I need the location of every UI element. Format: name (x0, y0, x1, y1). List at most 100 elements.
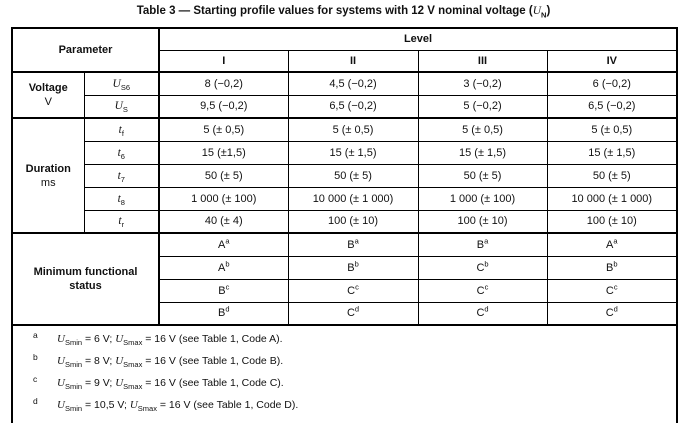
status-note-ref: c (355, 281, 359, 291)
symbol-t-sub: r (121, 220, 125, 230)
status-note-ref: a (354, 236, 359, 246)
param-symbol-t6: t6 (83, 140, 161, 165)
symbol-u-sub: Smax (137, 404, 157, 414)
status-note-ref: c (484, 281, 489, 291)
header-level-III: III (417, 49, 548, 73)
symbol-u: U (114, 100, 123, 113)
symbol-u-sub: Smin (64, 360, 83, 370)
value-cell: 15 (±1,5) (158, 140, 289, 165)
symbol-u: U (129, 399, 138, 411)
status-cell: Bc (158, 278, 289, 303)
status-note-ref: d (484, 304, 489, 314)
symbol-u-sub: Smin (64, 382, 83, 392)
footnote-a: a USmin = 6 V; USmax = 16 V (see Table 1,… (33, 330, 283, 348)
status-cell: Bb (287, 255, 419, 280)
status-note-ref: a (225, 236, 230, 246)
symbol-t: t (118, 215, 122, 228)
footnote-text: USmin = 6 V; USmax = 16 V (see Table 1, … (57, 333, 283, 348)
footnotes-section: a USmin = 6 V; USmax = 16 V (see Table 1,… (11, 324, 678, 423)
group-duration-unit: ms (40, 176, 56, 189)
status-note-ref: d (613, 304, 618, 314)
group-minimum-functional-status: Minimum functional status (11, 232, 161, 326)
status-note-ref: c (225, 281, 230, 291)
status-letter: C (476, 307, 485, 320)
status-note-ref: d (225, 304, 230, 314)
status-letter: A (218, 238, 226, 251)
status-note-ref: a (484, 236, 489, 246)
symbol-u: U (115, 377, 124, 389)
value-cell: 50 (± 5) (287, 163, 419, 188)
value-cell: 6 (−0,2) (546, 71, 678, 96)
status-cell: Cd (546, 301, 678, 326)
symbol-u: U (57, 377, 65, 389)
voltage-symbol: U (532, 5, 542, 17)
starting-profile-table: Parameter Level I II III IV Voltage V US… (11, 27, 679, 423)
value-cell: 5 (± 0,5) (546, 117, 678, 142)
symbol-u-sub: S (122, 105, 128, 115)
symbol-t-sub: 7 (120, 174, 125, 184)
status-cell: Ba (287, 232, 419, 257)
status-cell: Ba (417, 232, 548, 257)
param-symbol-us: US (83, 94, 161, 119)
value-cell: 4,5 (−0,2) (287, 71, 419, 96)
table-title-close: ) (546, 5, 551, 17)
group-voltage-label: Voltage (28, 82, 68, 94)
status-letter: C (476, 284, 485, 297)
status-cell: Aa (546, 232, 678, 257)
value-cell: 6,5 (−0,2) (287, 94, 419, 119)
status-letter: A (606, 238, 614, 251)
symbol-t: t (117, 146, 121, 159)
footnote-text: USmin = 8 V; USmax = 16 V (see Table 1, … (57, 355, 284, 370)
status-letter: C (347, 284, 356, 297)
status-label: Minimum functional status (33, 266, 138, 292)
status-letter: B (347, 261, 355, 274)
footnote-text: USmin = 10,5 V; USmax = 16 V (see Table … (57, 399, 299, 414)
value-cell: 15 (± 1,5) (546, 140, 678, 165)
header-level-IV: IV (546, 49, 678, 73)
status-letter: B (218, 307, 226, 320)
table-title-text: Table 3 — Starting profile values for sy… (136, 5, 533, 17)
value-cell: 1 000 (± 100) (417, 186, 548, 211)
symbol-t-sub: 6 (120, 151, 125, 161)
value-cell: 8 (−0,2) (158, 71, 289, 96)
status-cell: Cd (287, 301, 419, 326)
status-cell: Cd (417, 301, 548, 326)
symbol-u: U (115, 355, 124, 367)
header-level: Level (158, 27, 678, 51)
status-note-ref: b (613, 258, 618, 268)
symbol-u: U (57, 355, 65, 367)
footnote-text: USmin = 9 V; USmax = 16 V (see Table 1, … (57, 377, 284, 392)
status-cell: Cc (417, 278, 548, 303)
symbol-t-sub: 8 (120, 197, 125, 207)
group-duration-label: Duration (25, 162, 71, 175)
status-note-ref: d (354, 304, 360, 314)
status-letter: C (346, 307, 355, 320)
status-letter: B (476, 238, 485, 251)
value-cell: 10 000 (± 1 000) (287, 186, 419, 211)
value-cell: 3 (−0,2) (417, 71, 548, 96)
status-cell: Bd (158, 301, 289, 326)
status-cell: Cb (417, 255, 548, 280)
value-cell: 5 (± 0,5) (417, 117, 548, 142)
status-cell: Aa (158, 232, 289, 257)
symbol-t: t (117, 192, 121, 205)
status-note-ref: a (613, 236, 618, 246)
value-cell: 50 (± 5) (546, 163, 678, 188)
value-cell: 100 (± 10) (287, 209, 419, 234)
footnote-d: d USmin = 10,5 V; USmax = 16 V (see Table… (33, 396, 299, 414)
header-level-I: I (158, 49, 289, 73)
value-cell: 5 (± 0,5) (158, 117, 289, 142)
symbol-u-sub: S6 (120, 82, 130, 92)
status-letter: B (347, 238, 355, 251)
symbol-t: t (118, 123, 122, 136)
value-cell: 15 (± 1,5) (287, 140, 419, 165)
value-cell: 100 (± 10) (546, 209, 678, 234)
status-letter: B (218, 284, 226, 297)
footnote-b: b USmin = 8 V; USmax = 16 V (see Table 1,… (33, 352, 284, 370)
symbol-u: U (112, 77, 121, 90)
value-cell: 10 000 (± 1 000) (546, 186, 678, 211)
status-note-ref: c (613, 281, 618, 291)
symbol-u-sub: Smax (123, 360, 143, 370)
value-cell: 50 (± 5) (417, 163, 548, 188)
